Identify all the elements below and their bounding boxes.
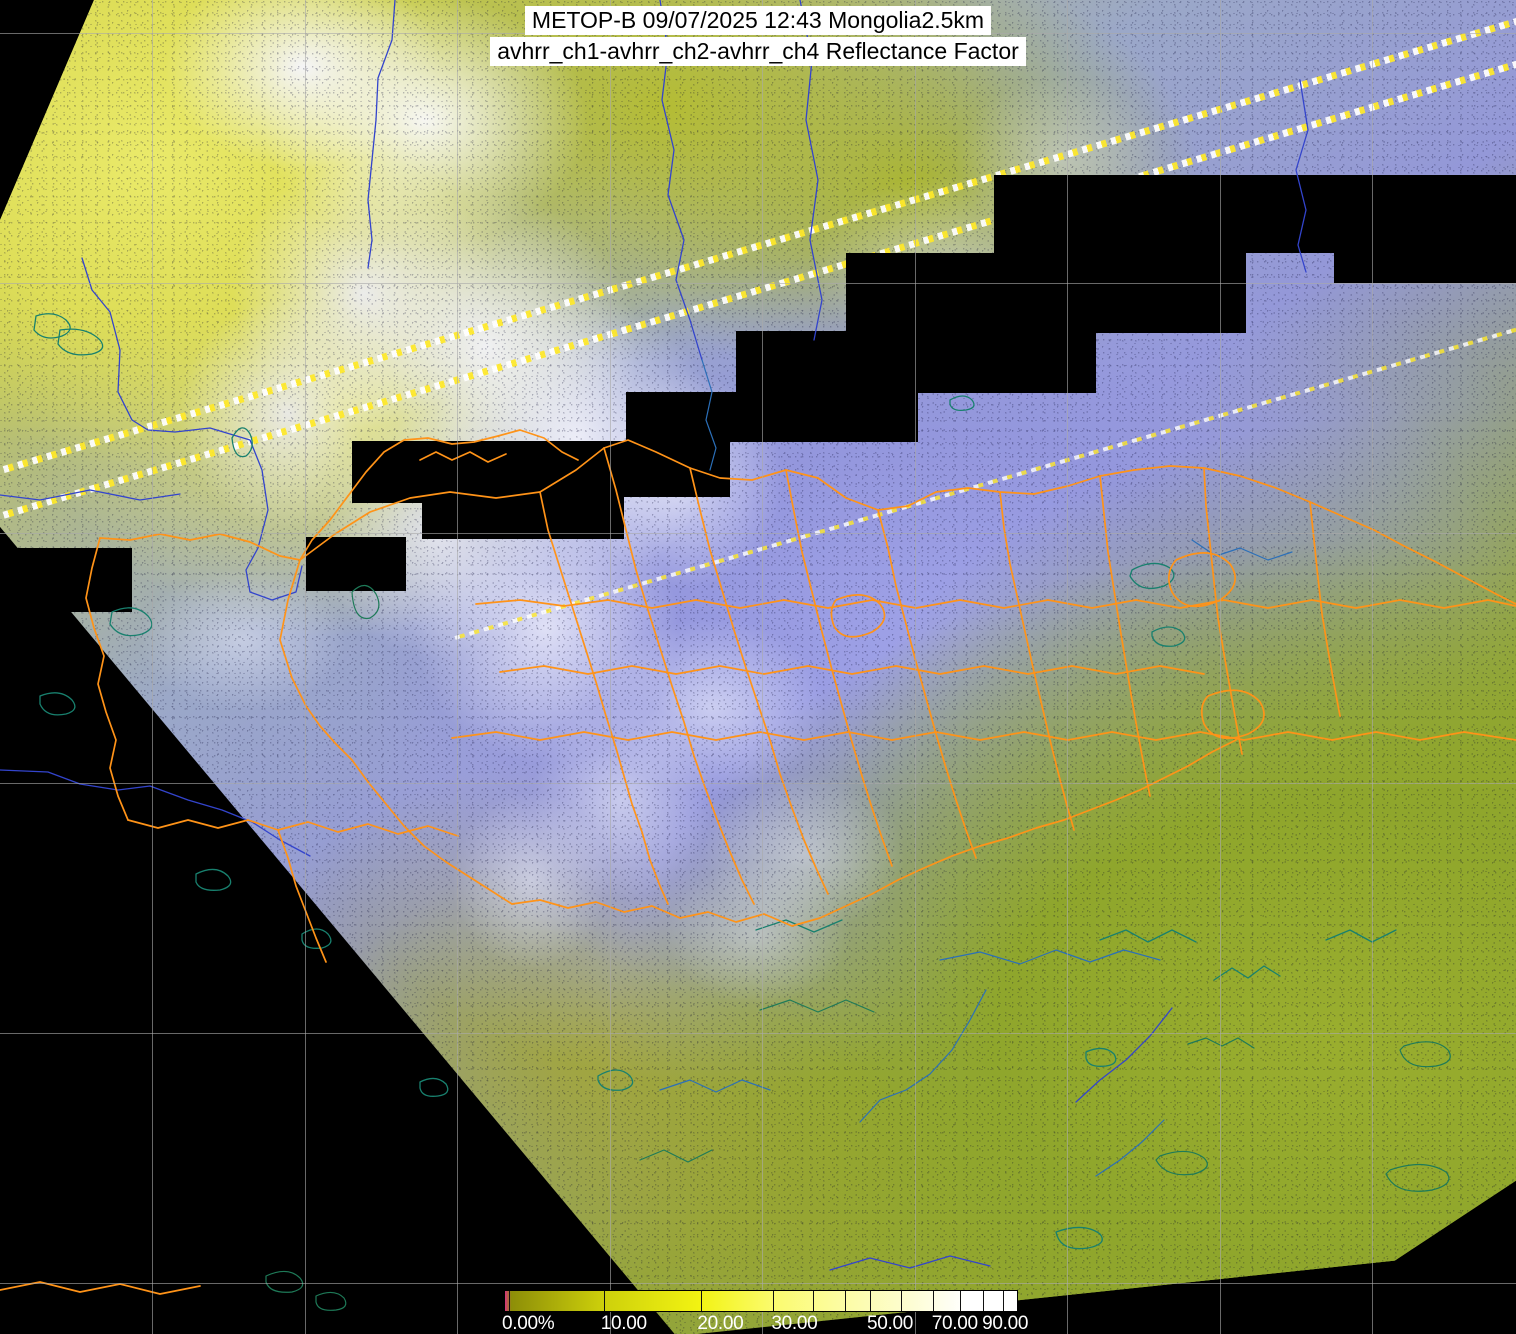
colorbar-division <box>700 1291 702 1311</box>
nodata-block <box>994 175 1244 253</box>
colorbar-division <box>844 1291 846 1311</box>
nodata-block <box>530 441 730 497</box>
grid-line-vertical <box>1220 0 1221 1334</box>
colorbar-tick-label: 20.00 <box>697 1313 744 1334</box>
colorbar-tick-label: 70.00 <box>931 1313 978 1334</box>
grid-line-vertical <box>610 0 611 1334</box>
colorbar-division <box>1002 1291 1004 1311</box>
river-lines <box>0 0 1309 1271</box>
nodata-block <box>736 331 1096 393</box>
grid-line-horizontal <box>0 283 1516 284</box>
colorbar-legend: 0.00% 10.00 20.00 30.00 50.00 70.00 90.00 <box>502 1290 1028 1334</box>
colorbar-tick-labels: 0.00% 10.00 20.00 30.00 50.00 70.00 90.00 <box>502 1312 1062 1334</box>
admin-boundaries <box>0 429 1516 1295</box>
grid-line-horizontal <box>0 533 1516 534</box>
colorbar-gradient <box>505 1291 1017 1311</box>
nodata-block <box>1334 228 1516 283</box>
nodata-block <box>0 548 132 612</box>
grid-line-horizontal <box>0 1033 1516 1034</box>
nodata-block <box>422 495 624 539</box>
colorbar-division <box>773 1291 775 1311</box>
grid-line-horizontal <box>0 783 1516 784</box>
nodata-block <box>846 253 1246 333</box>
colorbar-tick-marks <box>505 1291 1017 1311</box>
colorbar-division <box>983 1291 985 1311</box>
colorbar-tick-label: 10.00 <box>600 1313 647 1334</box>
colorbar-division <box>869 1291 871 1311</box>
colorbar-division <box>509 1291 511 1311</box>
grid-line-vertical <box>305 0 306 1334</box>
grid-line-vertical <box>915 0 916 1334</box>
grid-line-vertical <box>1067 0 1068 1334</box>
lake-outlines <box>33 313 1451 1311</box>
colorbar-tick-label: 50.00 <box>866 1313 913 1334</box>
grid-line-vertical <box>1372 0 1373 1334</box>
colorbar-gradient-bar <box>504 1290 1018 1312</box>
colorbar-division <box>959 1291 961 1311</box>
colorbar-division <box>813 1291 815 1311</box>
grid-line-vertical <box>762 0 763 1334</box>
colorbar-division <box>933 1291 935 1311</box>
colorbar-tick-label: 30.00 <box>771 1313 818 1334</box>
grid-line-horizontal <box>0 1283 1516 1284</box>
nodata-block <box>626 392 918 442</box>
colorbar-division <box>901 1291 903 1311</box>
nodata-block <box>306 537 406 591</box>
grid-line-vertical <box>152 0 153 1334</box>
grid-line-vertical <box>457 0 458 1334</box>
grid-line-horizontal <box>0 33 1516 34</box>
colorbar-tick-label: 90.00 <box>982 1313 1029 1334</box>
colorbar-tick-label: 0.00% <box>502 1313 555 1334</box>
colorbar-division <box>604 1291 606 1311</box>
